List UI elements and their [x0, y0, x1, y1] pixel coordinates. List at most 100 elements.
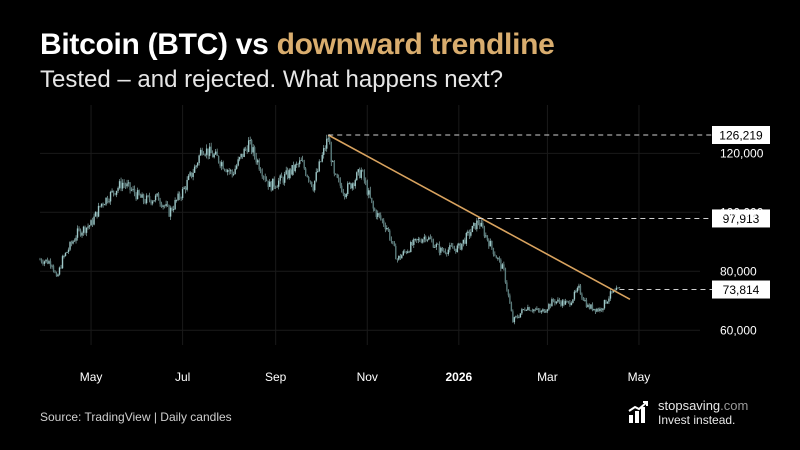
- candle-body: [456, 245, 459, 253]
- candle-body: [58, 267, 61, 275]
- candle-body: [73, 240, 76, 242]
- candle-body: [69, 242, 71, 250]
- brand-logo: stopsaving.com Invest instead.: [628, 398, 778, 432]
- candle-body: [560, 302, 562, 306]
- candle-body: [282, 177, 284, 183]
- candle-body: [129, 182, 131, 190]
- level-label: 126,219: [719, 128, 763, 142]
- candle-body: [377, 213, 379, 217]
- candle-body: [108, 201, 110, 203]
- axis-labels: 60,000 80,000 100,000 120,000 May Jul Sep Nov 20…: [80, 146, 764, 384]
- x-tick-label: May: [628, 370, 651, 384]
- title-accent: downward trendline: [276, 28, 555, 61]
- candle-body: [267, 180, 269, 187]
- candle-body: [115, 190, 118, 195]
- candle-body: [467, 231, 469, 233]
- candle-body: [326, 138, 328, 149]
- candle-body: [608, 298, 610, 302]
- candle-body: [566, 301, 568, 302]
- candle-body: [288, 169, 290, 179]
- candle-body: [510, 303, 513, 312]
- candle-body: [208, 146, 211, 156]
- candle-body: [229, 170, 232, 172]
- candle-body: [76, 228, 79, 238]
- candle-body: [606, 301, 609, 304]
- candle-body: [244, 148, 247, 150]
- candle-body: [596, 308, 598, 312]
- candle-body: [551, 299, 553, 307]
- candle-body: [270, 181, 272, 191]
- candle-body: [504, 268, 507, 283]
- candle-body: [219, 162, 221, 167]
- candle-body: [63, 255, 65, 257]
- candle-body: [602, 308, 604, 311]
- candle-body: [501, 264, 504, 269]
- candle-body: [440, 247, 442, 253]
- candle-body: [498, 257, 501, 260]
- candle-body: [350, 183, 352, 189]
- candle-body: [199, 149, 202, 156]
- candle-body: [426, 239, 429, 241]
- candle-body: [393, 241, 395, 246]
- candle-body: [48, 261, 50, 264]
- candle-body: [141, 194, 143, 198]
- candle-body: [540, 311, 543, 313]
- candle-body: [494, 254, 496, 256]
- candle-body: [204, 154, 206, 156]
- candle-body: [347, 183, 349, 195]
- candle-body: [486, 235, 489, 241]
- candle-body: [240, 153, 242, 158]
- candle-body: [264, 176, 266, 180]
- candle-body: [145, 195, 148, 204]
- candle-body: [509, 295, 511, 304]
- candle-body: [438, 244, 441, 253]
- candle-body: [144, 201, 146, 204]
- candle-body: [112, 190, 115, 194]
- candle-body: [374, 208, 376, 211]
- candles: [39, 134, 621, 325]
- candle-body: [202, 153, 205, 155]
- candle-body: [318, 161, 320, 172]
- candle-body: [557, 299, 559, 302]
- candle-body: [96, 211, 98, 217]
- candle-body: [49, 261, 52, 266]
- candle-body: [435, 244, 438, 247]
- candle-body: [109, 192, 112, 202]
- candle-body: [67, 249, 70, 252]
- candle-body: [572, 299, 574, 303]
- candle-body: [330, 144, 332, 162]
- candle-body: [154, 195, 157, 201]
- candle-body: [345, 194, 347, 198]
- candle-body: [599, 308, 601, 312]
- candle-body: [503, 264, 505, 269]
- candle-body: [576, 287, 579, 292]
- candle-body: [605, 299, 607, 304]
- candle-body: [591, 304, 594, 311]
- candle-body: [609, 291, 612, 299]
- candle-body: [45, 259, 47, 262]
- candle-body: [256, 160, 259, 163]
- candle-body: [276, 186, 278, 188]
- brand-tagline: Invest instead.: [658, 413, 736, 427]
- candle-body: [52, 265, 55, 271]
- candle-body: [246, 148, 248, 152]
- candle-body: [168, 205, 170, 217]
- candle-body: [488, 240, 490, 247]
- candle-body: [482, 222, 484, 228]
- candle-body: [302, 159, 304, 162]
- candle-body: [303, 161, 305, 169]
- candle-body: [90, 220, 92, 226]
- bar-chart-icon: [628, 401, 648, 423]
- candle-body: [527, 307, 529, 311]
- candle-body: [99, 205, 101, 207]
- candle-body: [159, 200, 161, 204]
- candle-body: [217, 155, 220, 163]
- candle-body: [516, 316, 519, 318]
- candle-body: [362, 170, 364, 171]
- candle-body: [286, 170, 289, 179]
- candle-body: [262, 176, 265, 178]
- candle-body: [597, 308, 600, 312]
- candle-body: [165, 204, 167, 207]
- candle-body: [178, 193, 181, 199]
- candle-body: [72, 241, 74, 244]
